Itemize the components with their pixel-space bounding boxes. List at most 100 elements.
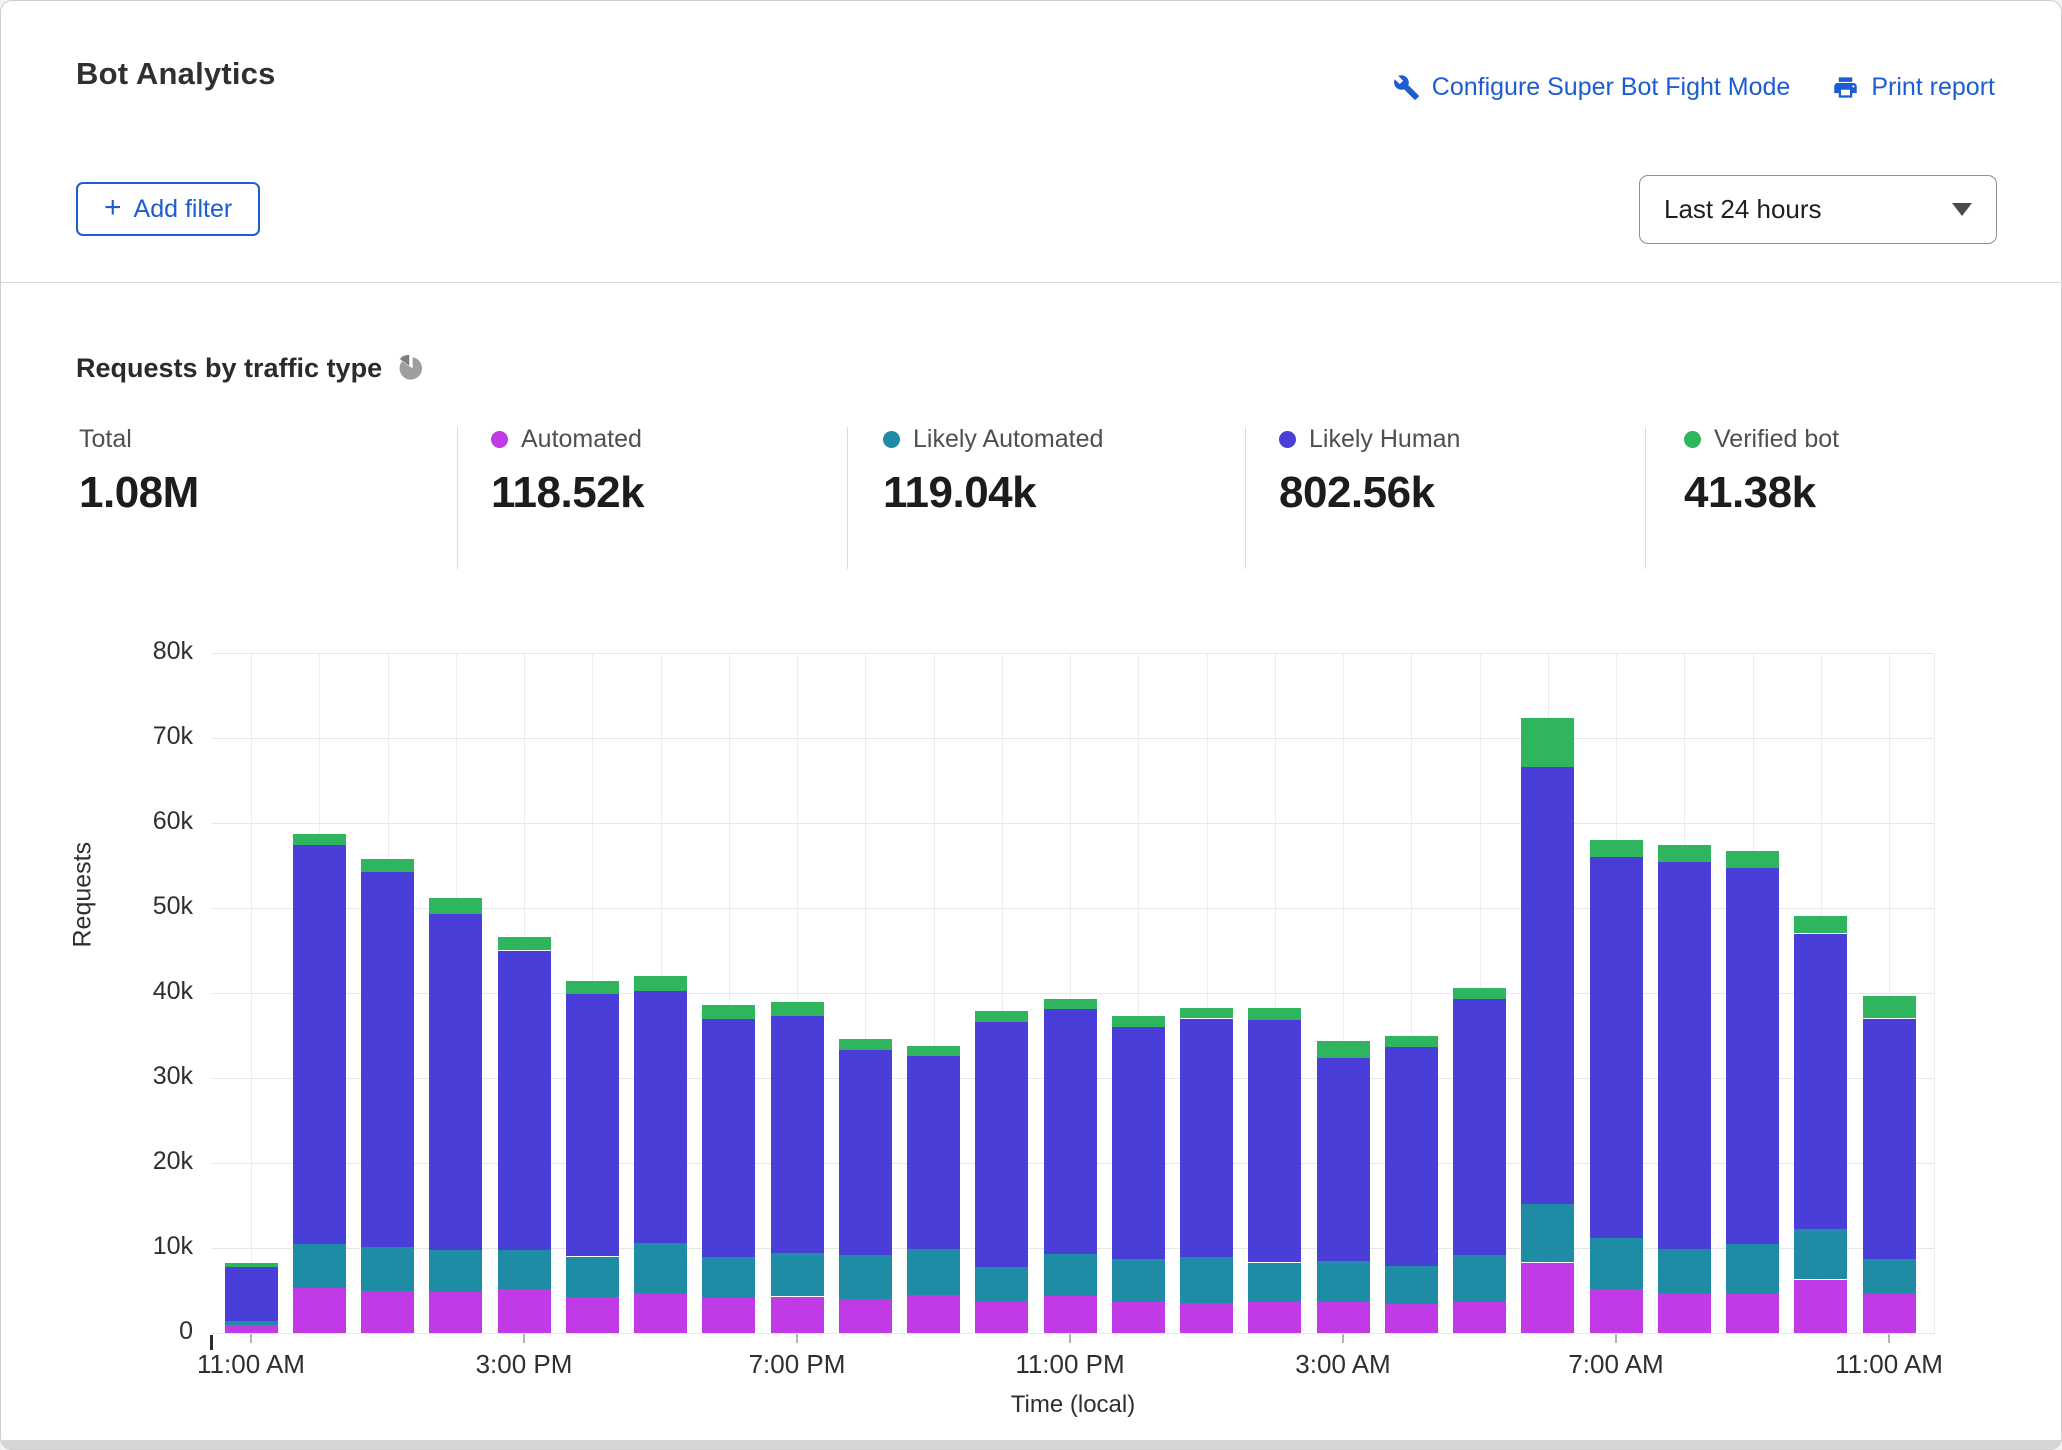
bar-segment-likely-automated[interactable] bbox=[361, 1247, 414, 1292]
bar-segment-automated[interactable] bbox=[1453, 1302, 1506, 1333]
bar-segment-automated[interactable] bbox=[292, 1288, 346, 1334]
bar-segment-automated[interactable] bbox=[361, 1291, 414, 1334]
bar-segment-likely-automated[interactable] bbox=[1862, 1259, 1916, 1293]
bar-segment-verified-bot[interactable] bbox=[1248, 1008, 1302, 1021]
bar-segment-likely-automated[interactable] bbox=[702, 1257, 756, 1299]
configure-super-bot-fight-mode-link[interactable]: Configure Super Bot Fight Mode bbox=[1393, 73, 1790, 102]
bar-segment-verified-bot[interactable] bbox=[1043, 998, 1097, 1010]
bar-segment-likely-human[interactable] bbox=[497, 950, 551, 1250]
bar-segment-verified-bot[interactable] bbox=[975, 1010, 1029, 1022]
bar-segment-automated[interactable] bbox=[838, 1299, 892, 1333]
bar-segment-verified-bot[interactable] bbox=[1111, 1015, 1165, 1027]
bar-segment-likely-human[interactable] bbox=[702, 1019, 756, 1258]
bar-segment-likely-human[interactable] bbox=[361, 872, 414, 1248]
bar-segment-automated[interactable] bbox=[1589, 1288, 1643, 1333]
bar-segment-verified-bot[interactable] bbox=[1862, 996, 1916, 1019]
bar-segment-likely-automated[interactable] bbox=[497, 1249, 551, 1289]
bar-segment-automated[interactable] bbox=[634, 1293, 687, 1333]
bar-segment-likely-human[interactable] bbox=[224, 1266, 278, 1322]
bar-segment-likely-automated[interactable] bbox=[292, 1243, 346, 1288]
bar-segment-verified-bot[interactable] bbox=[1384, 1035, 1438, 1048]
bar-segment-likely-automated[interactable] bbox=[1589, 1237, 1643, 1289]
bar-segment-automated[interactable] bbox=[224, 1325, 278, 1334]
bar-segment-automated[interactable] bbox=[1794, 1279, 1848, 1334]
bar-segment-automated[interactable] bbox=[770, 1296, 824, 1334]
bar-segment-likely-automated[interactable] bbox=[634, 1242, 687, 1294]
bar-segment-automated[interactable] bbox=[565, 1296, 619, 1334]
bar-segment-likely-automated[interactable] bbox=[1657, 1248, 1711, 1294]
bar-segment-likely-human[interactable] bbox=[565, 993, 619, 1257]
bar-segment-automated[interactable] bbox=[1657, 1293, 1711, 1333]
bar-segment-verified-bot[interactable] bbox=[770, 1002, 824, 1016]
bar-segment-likely-automated[interactable] bbox=[838, 1254, 892, 1299]
bar-segment-likely-human[interactable] bbox=[1316, 1058, 1370, 1261]
bar-segment-likely-human[interactable] bbox=[1726, 868, 1779, 1244]
bar-segment-likely-automated[interactable] bbox=[975, 1266, 1029, 1301]
bar-segment-likely-human[interactable] bbox=[1794, 933, 1848, 1230]
bar-segment-likely-human[interactable] bbox=[1248, 1020, 1302, 1263]
bar-segment-likely-automated[interactable] bbox=[1111, 1259, 1165, 1302]
bar-segment-likely-human[interactable] bbox=[1384, 1047, 1438, 1266]
bar-segment-automated[interactable] bbox=[1316, 1302, 1370, 1333]
bar-segment-verified-bot[interactable] bbox=[1726, 851, 1779, 868]
bar-segment-verified-bot[interactable] bbox=[1453, 987, 1506, 999]
bar-segment-automated[interactable] bbox=[1726, 1293, 1779, 1333]
bar-segment-likely-human[interactable] bbox=[1589, 857, 1643, 1238]
bar-segment-verified-bot[interactable] bbox=[634, 976, 687, 992]
bar-segment-likely-human[interactable] bbox=[1111, 1027, 1165, 1260]
bar-segment-likely-human[interactable] bbox=[634, 991, 687, 1243]
bar-segment-verified-bot[interactable] bbox=[361, 858, 414, 873]
bar-segment-verified-bot[interactable] bbox=[224, 1263, 278, 1267]
bar-segment-automated[interactable] bbox=[1384, 1304, 1438, 1333]
bar-segment-automated[interactable] bbox=[1043, 1295, 1097, 1333]
bar-segment-automated[interactable] bbox=[1862, 1293, 1916, 1333]
bar-segment-verified-bot[interactable] bbox=[1316, 1041, 1370, 1059]
bar-segment-likely-automated[interactable] bbox=[224, 1321, 278, 1326]
print-report-link[interactable]: Print report bbox=[1832, 73, 1995, 102]
bar-segment-verified-bot[interactable] bbox=[702, 1004, 756, 1020]
bar-segment-verified-bot[interactable] bbox=[907, 1045, 960, 1056]
bar-segment-likely-human[interactable] bbox=[429, 913, 483, 1250]
bar-segment-verified-bot[interactable] bbox=[838, 1038, 892, 1050]
bar-segment-verified-bot[interactable] bbox=[1521, 717, 1575, 767]
bar-segment-automated[interactable] bbox=[497, 1288, 551, 1333]
bar-segment-likely-human[interactable] bbox=[907, 1055, 960, 1249]
bar-segment-likely-human[interactable] bbox=[975, 1021, 1029, 1267]
bar-segment-verified-bot[interactable] bbox=[1794, 915, 1848, 934]
bar-segment-likely-automated[interactable] bbox=[1043, 1254, 1097, 1296]
bar-segment-automated[interactable] bbox=[1111, 1301, 1165, 1333]
time-range-select[interactable]: Last 24 hours bbox=[1639, 175, 1997, 244]
bar-segment-likely-automated[interactable] bbox=[907, 1248, 960, 1295]
bar-segment-likely-human[interactable] bbox=[770, 1015, 824, 1254]
bar-segment-automated[interactable] bbox=[975, 1300, 1029, 1333]
bar-segment-likely-automated[interactable] bbox=[1384, 1265, 1438, 1305]
bar-segment-automated[interactable] bbox=[1180, 1303, 1233, 1334]
bar-segment-likely-human[interactable] bbox=[292, 845, 346, 1244]
bar-segment-verified-bot[interactable] bbox=[292, 834, 346, 846]
bar-segment-likely-automated[interactable] bbox=[429, 1249, 483, 1293]
bar-segment-likely-automated[interactable] bbox=[1794, 1229, 1848, 1280]
bar-segment-likely-automated[interactable] bbox=[1316, 1260, 1370, 1303]
bar-segment-likely-automated[interactable] bbox=[1726, 1243, 1779, 1294]
bar-segment-likely-human[interactable] bbox=[1453, 998, 1506, 1255]
bar-segment-likely-automated[interactable] bbox=[1521, 1203, 1575, 1263]
bar-segment-likely-automated[interactable] bbox=[1453, 1254, 1506, 1303]
bar-segment-verified-bot[interactable] bbox=[497, 936, 551, 951]
bar-segment-automated[interactable] bbox=[1248, 1301, 1302, 1333]
bar-segment-verified-bot[interactable] bbox=[1657, 845, 1711, 863]
bar-segment-likely-automated[interactable] bbox=[770, 1253, 824, 1297]
bar-segment-likely-human[interactable] bbox=[1043, 1009, 1097, 1254]
bar-segment-likely-human[interactable] bbox=[838, 1049, 892, 1255]
bar-segment-verified-bot[interactable] bbox=[565, 981, 619, 994]
bar-segment-likely-human[interactable] bbox=[1180, 1018, 1233, 1258]
bar-segment-likely-automated[interactable] bbox=[1180, 1257, 1233, 1304]
bar-segment-verified-bot[interactable] bbox=[429, 897, 483, 914]
bar-segment-likely-automated[interactable] bbox=[1248, 1262, 1302, 1302]
add-filter-button[interactable]: + Add filter bbox=[76, 182, 261, 236]
bar-segment-verified-bot[interactable] bbox=[1589, 840, 1643, 857]
bar-segment-automated[interactable] bbox=[1521, 1262, 1575, 1334]
bar-segment-likely-human[interactable] bbox=[1657, 862, 1711, 1249]
bar-segment-likely-human[interactable] bbox=[1521, 766, 1575, 1204]
bar-segment-likely-human[interactable] bbox=[1862, 1018, 1916, 1260]
bar-segment-verified-bot[interactable] bbox=[1180, 1008, 1233, 1019]
